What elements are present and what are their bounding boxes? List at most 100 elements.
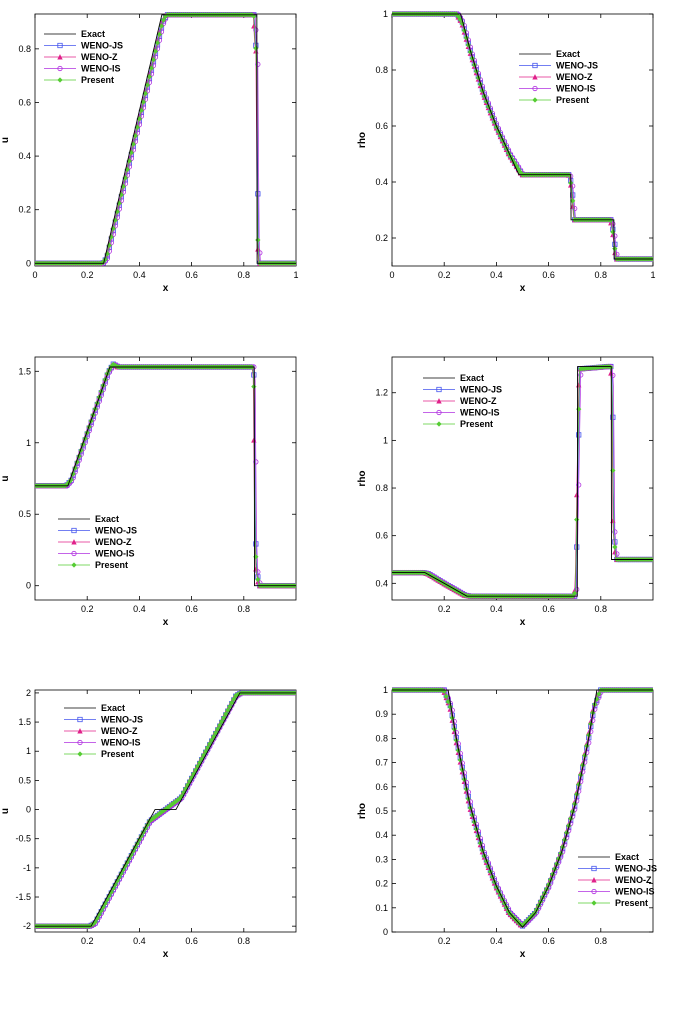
legend-entry: WENO-IS — [615, 887, 655, 897]
x-tick-label: 0.8 — [595, 604, 608, 614]
legend-marker — [436, 421, 442, 427]
x-tick-label: 0.6 — [542, 936, 555, 946]
data-point — [160, 17, 167, 23]
series-line-present — [392, 689, 653, 927]
y-tick-label: 0.6 — [18, 97, 31, 107]
y-axis-label: rho — [357, 132, 368, 148]
y-tick-label: 0.4 — [375, 177, 388, 187]
data-point — [471, 819, 477, 825]
data-point — [227, 703, 233, 710]
y-tick-label: 0.8 — [375, 733, 388, 743]
x-tick-label: 0.2 — [81, 936, 94, 946]
data-point — [223, 711, 229, 717]
y-axis-label: u — [0, 137, 11, 143]
legend-marker — [532, 85, 538, 92]
legend-marker — [77, 728, 83, 734]
y-axis-label: u — [0, 475, 11, 481]
data-point — [130, 848, 137, 854]
data-point — [469, 812, 475, 818]
x-tick-label: 0.4 — [133, 270, 146, 280]
y-tick-label: 0.5 — [18, 775, 31, 785]
x-tick-label: 0.4 — [490, 604, 503, 614]
data-point — [572, 590, 578, 596]
legend-entry: WENO-Z — [101, 726, 138, 736]
legend-entry: WENO-IS — [95, 549, 135, 559]
legend-entry: Exact — [95, 514, 119, 524]
x-tick-label: 0.8 — [238, 270, 251, 280]
x-tick-label: 0 — [389, 270, 394, 280]
data-point — [128, 852, 134, 858]
legend-entry: WENO-JS — [615, 864, 657, 874]
legend-entry: Present — [81, 75, 114, 85]
data-point — [515, 166, 522, 172]
legend-marker — [57, 77, 63, 83]
y-tick-label: 1.2 — [375, 388, 388, 398]
data-point — [610, 372, 616, 378]
legend-entry: WENO-JS — [101, 715, 143, 725]
data-point — [186, 778, 193, 784]
x-tick-label: 0.6 — [542, 270, 555, 280]
x-tick-label: 0.2 — [438, 270, 451, 280]
y-tick-label: 0 — [383, 927, 388, 937]
data-point — [586, 740, 592, 746]
x-tick-label: 0.8 — [595, 936, 608, 946]
y-tick-label: -1.5 — [15, 892, 31, 902]
series-weno-is — [392, 363, 653, 599]
y-tick-label: 1.5 — [18, 366, 31, 376]
legend-marker — [71, 539, 77, 545]
data-point — [572, 205, 578, 212]
data-point — [578, 372, 584, 378]
x-tick-label: 0.4 — [133, 936, 146, 946]
data-point — [590, 717, 596, 723]
data-point — [199, 756, 205, 762]
data-point — [144, 822, 151, 828]
data-point — [150, 57, 157, 63]
series-weno-z — [392, 363, 653, 599]
legend-entry: WENO-Z — [81, 52, 118, 62]
plot-area — [35, 361, 296, 589]
legend-entry: Exact — [460, 373, 484, 383]
legend-entry: WENO-Z — [556, 72, 593, 82]
y-tick-label: 1 — [383, 435, 388, 445]
plot-frame — [391, 13, 654, 267]
chart-panel-6: 0.2 0.4 0.6 0.8 0 0.1 0.2 0.3 0.4 0.5 0.6 0.7 0.8 0.9… — [357, 685, 657, 960]
data-point — [455, 747, 461, 753]
series-line-weno-is — [392, 689, 653, 927]
legend-marker — [71, 550, 77, 557]
y-tick-label: 1 — [26, 746, 31, 756]
y-tick-label: 1 — [383, 9, 388, 19]
legend-entry: WENO-JS — [81, 41, 123, 51]
y-tick-label: -0.5 — [15, 834, 31, 844]
x-tick-label: 0.6 — [185, 270, 198, 280]
y-axis-label: rho — [357, 803, 368, 819]
legend-entry: WENO-IS — [81, 64, 121, 74]
legend-entry: WENO-JS — [556, 61, 598, 71]
x-tick-label: 0.2 — [81, 604, 94, 614]
plot-area — [35, 690, 296, 929]
legend-marker — [532, 74, 538, 80]
plot-frame — [391, 689, 654, 933]
x-tick-label: 0.8 — [238, 604, 251, 614]
y-tick-label: 0 — [26, 258, 31, 268]
data-point — [251, 23, 257, 29]
data-point — [441, 688, 447, 694]
data-point — [255, 191, 261, 197]
legend-marker — [57, 54, 63, 60]
x-tick-label: 1 — [293, 270, 298, 280]
data-point — [443, 693, 449, 700]
y-tick-label: 0.8 — [375, 483, 388, 493]
data-point — [610, 221, 616, 227]
x-tick-label: 0.6 — [185, 604, 198, 614]
chart-panel-4: 0.2 0.4 0.6 0.8 0.4 0.6 0.8 1 1.2 x rho Exact WENO-J… — [357, 356, 654, 628]
data-point — [190, 771, 197, 777]
plot-frame — [34, 356, 297, 601]
y-tick-label: 0.5 — [18, 509, 31, 519]
x-tick-label: 0.8 — [595, 270, 608, 280]
legend-marker — [71, 562, 77, 568]
legend-marker — [57, 65, 63, 72]
series-weno-is — [392, 11, 653, 262]
